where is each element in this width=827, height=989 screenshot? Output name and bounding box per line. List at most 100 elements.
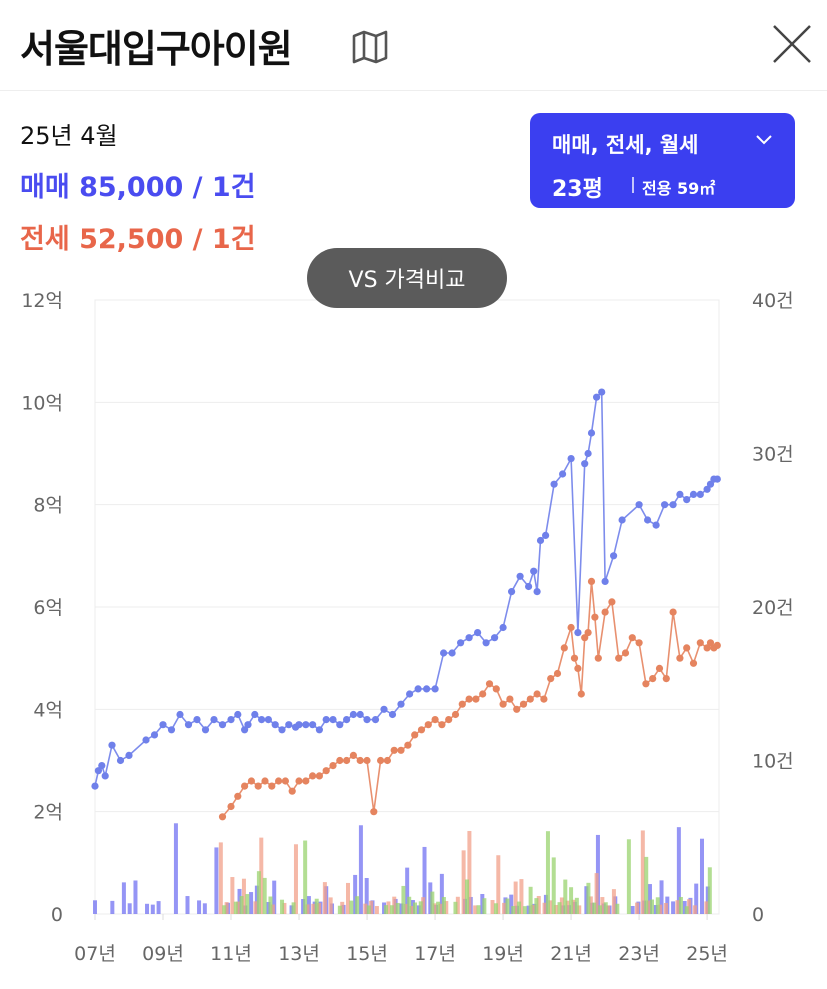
sale-point [251, 710, 259, 719]
sale-point [593, 393, 601, 401]
volume-bar [374, 906, 379, 914]
volume-bar [382, 902, 387, 914]
volume-bar [530, 904, 535, 914]
volume-bar [389, 905, 394, 914]
sale-point [689, 490, 698, 498]
jeonse-point [254, 782, 262, 790]
jeonse-point [547, 675, 555, 683]
separator [632, 177, 634, 193]
volume-bar [291, 902, 296, 914]
volume-bar [655, 897, 660, 914]
volume-bar [663, 903, 668, 914]
jeonse-point [411, 731, 419, 739]
x-tick-label: 23년 [618, 943, 660, 965]
volume-bar [349, 900, 354, 914]
jeonse-point [336, 756, 344, 765]
volume-bar [395, 902, 400, 914]
volume-bar [687, 899, 692, 914]
volume-bar [603, 902, 608, 914]
grid-lines [95, 401, 719, 813]
volume-bar [704, 901, 709, 914]
volume-bar [403, 903, 408, 914]
jeonse-point [424, 721, 432, 729]
jeonse-point [322, 767, 330, 775]
volume-bar [432, 903, 437, 914]
volume-bar [482, 898, 487, 914]
header: 서울대입구아이원 [0, 0, 827, 91]
volume-bar [465, 879, 470, 914]
jeonse-point [635, 639, 643, 647]
volume-bar [314, 898, 319, 914]
volume-bar [266, 902, 271, 914]
volume-bar [577, 905, 582, 914]
volume-bar [671, 901, 676, 914]
close-icon[interactable] [770, 22, 814, 66]
volume-bar [476, 905, 481, 914]
volume-bar [586, 882, 591, 914]
volume-bar [694, 883, 699, 914]
volume-bar [551, 857, 556, 914]
volume-bar [366, 905, 371, 914]
jeonse-point [628, 634, 636, 642]
volume-bar [640, 830, 645, 914]
sale-point [574, 629, 582, 637]
sale-point [683, 496, 691, 504]
sale-point [363, 716, 371, 724]
volume-bar [270, 904, 275, 914]
sale-point [176, 710, 184, 719]
vs-compare-button[interactable]: VS 가격비교 [307, 248, 507, 308]
jeonse-point [655, 664, 664, 673]
jeonse-point [458, 700, 466, 708]
jeonse-point [377, 756, 385, 765]
volume-bar [405, 867, 410, 914]
jeonse-point [383, 756, 391, 765]
trade-types-label: 매매, 전세, 월세 [552, 133, 699, 157]
volume-bar [392, 896, 397, 914]
jeonse-point [574, 664, 582, 673]
volume-bar [584, 886, 589, 914]
volume-bar [214, 847, 219, 914]
sale-point [98, 762, 106, 770]
volume-bar [630, 906, 635, 914]
jeonse-point [451, 710, 460, 719]
map-icon[interactable] [350, 28, 390, 64]
volume-bar [453, 901, 458, 914]
sale-point [322, 716, 330, 724]
volume-bar [418, 901, 423, 914]
volume-bar [121, 882, 126, 914]
volume-bar [311, 903, 316, 914]
jeonse-point [492, 685, 500, 693]
volume-bar [145, 903, 150, 914]
sale-point [584, 449, 592, 458]
volume-bar [421, 897, 426, 914]
sale-point [278, 726, 286, 734]
jeonse-point [268, 782, 276, 790]
sale-point [696, 490, 704, 498]
sale-point [414, 685, 422, 693]
sale-point [669, 501, 677, 509]
sale-point [227, 716, 235, 724]
volume-bar [268, 896, 273, 914]
sale-point [167, 726, 176, 734]
trade-type-filter-button[interactable]: 매매, 전세, 월세 23평 전용 59㎡ [530, 113, 795, 208]
chevron-down-icon [756, 135, 772, 145]
sale-point [343, 716, 351, 724]
volume-bar [480, 893, 485, 914]
volume-bar [455, 896, 460, 914]
sale-point [302, 721, 310, 729]
jeonse-point [499, 700, 507, 708]
sale-point [703, 485, 711, 493]
volume-bar [369, 900, 374, 914]
sale-point [159, 721, 167, 729]
jeonse-point [662, 675, 670, 683]
volume-bar [548, 900, 553, 914]
volume-bar [241, 878, 246, 914]
volume-bar [185, 896, 190, 914]
jeonse-point [485, 680, 494, 688]
volume-bar [202, 903, 207, 914]
sale-point [241, 726, 249, 734]
jeonse-point [519, 700, 528, 708]
jeonse-point [570, 654, 579, 662]
volume-bar [600, 897, 605, 914]
jeonse-point [533, 690, 541, 698]
